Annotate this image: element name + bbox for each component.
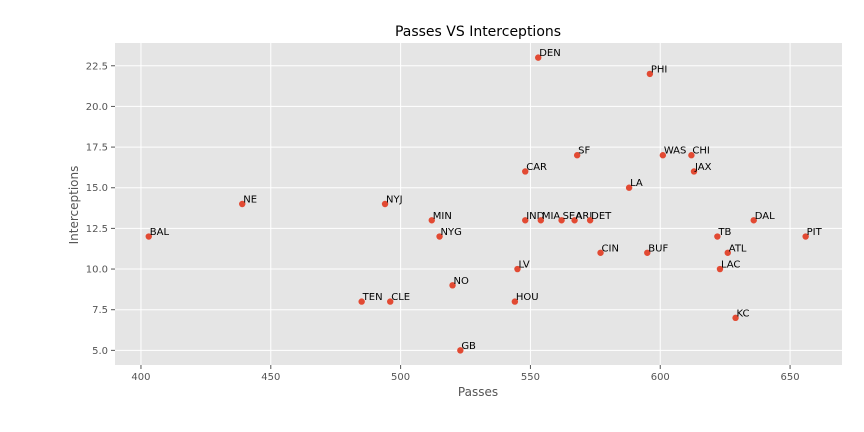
point-label-den: DEN bbox=[539, 48, 561, 59]
point-label-was: WAS bbox=[664, 146, 687, 157]
x-axis-label: Passes bbox=[458, 385, 498, 399]
grid-lines bbox=[115, 43, 842, 365]
point-label-la: LA bbox=[630, 178, 643, 189]
data-point-sf bbox=[573, 152, 581, 159]
data-point-cin bbox=[597, 249, 604, 256]
point-label-car: CAR bbox=[526, 162, 547, 173]
x-tick-label: 450 bbox=[261, 372, 280, 383]
point-label-pit: PIT bbox=[807, 227, 823, 238]
data-point-cle bbox=[387, 298, 394, 305]
point-label-nyg: NYG bbox=[441, 227, 462, 238]
data-point-gb bbox=[457, 347, 464, 354]
point-label-cin: CIN bbox=[602, 243, 619, 254]
point-label-sea: SEA bbox=[563, 211, 583, 222]
y-axis-label: Interceptions bbox=[67, 166, 81, 245]
data-point-ari bbox=[571, 217, 578, 224]
data-point-ind bbox=[522, 217, 529, 224]
point-label-sf: SF bbox=[578, 146, 590, 157]
point-label-ari: ARI bbox=[576, 211, 593, 222]
data-point-pit bbox=[802, 233, 809, 240]
data-point-tb bbox=[714, 233, 721, 240]
point-label-dal: DAL bbox=[755, 211, 775, 222]
y-tick-label: 5.0 bbox=[92, 346, 108, 357]
point-label-ind: IND bbox=[526, 211, 544, 222]
data-point-den bbox=[535, 54, 542, 61]
point-label-phi: PHI bbox=[651, 64, 668, 75]
point-label-nyj: NYJ bbox=[386, 195, 403, 206]
data-point-lv bbox=[514, 265, 521, 273]
data-point-la bbox=[625, 184, 633, 191]
y-axis-ticks: 5.0 7.5 10.0 12.5 15.0 17.5 20.0 22.5 bbox=[86, 61, 115, 357]
x-axis-ticks: 400 450 500 550 600 650 bbox=[131, 365, 800, 383]
y-tick-label: 17.5 bbox=[86, 143, 108, 154]
x-tick-label: 550 bbox=[521, 372, 540, 383]
data-point-nyg bbox=[436, 233, 443, 240]
point-label-ne: NE bbox=[243, 195, 257, 206]
data-point-was bbox=[659, 152, 667, 159]
data-point-nyj bbox=[381, 200, 389, 208]
data-point-kc bbox=[732, 314, 739, 322]
point-label-det: DET bbox=[591, 211, 612, 222]
y-tick-label: 15.0 bbox=[86, 183, 108, 194]
chart-title: Passes VS Interceptions bbox=[395, 24, 561, 40]
y-tick-label: 12.5 bbox=[86, 224, 108, 235]
x-tick-label: 600 bbox=[651, 372, 670, 383]
x-tick-label: 400 bbox=[131, 372, 150, 383]
point-label-gb: GB bbox=[461, 341, 476, 352]
x-tick-label: 500 bbox=[391, 372, 410, 383]
plot-area bbox=[115, 43, 842, 365]
point-label-cle: CLE bbox=[391, 292, 410, 303]
y-tick-label: 20.0 bbox=[86, 102, 108, 113]
y-tick-label: 10.0 bbox=[86, 265, 108, 276]
data-point-sea bbox=[558, 217, 565, 224]
point-label-chi: CHI bbox=[692, 146, 709, 157]
y-tick-label: 22.5 bbox=[86, 61, 108, 72]
y-tick-label: 7.5 bbox=[92, 305, 108, 316]
data-point-buf bbox=[644, 249, 651, 256]
data-point-bal bbox=[145, 233, 152, 240]
data-point-ten bbox=[358, 298, 365, 305]
point-label-buf: BUF bbox=[648, 243, 668, 254]
data-point-dal bbox=[750, 217, 757, 224]
data-point-mia bbox=[537, 217, 545, 224]
data-point-hou bbox=[511, 298, 519, 305]
data-point-no bbox=[449, 282, 456, 289]
point-label-bal: BAL bbox=[150, 227, 170, 238]
point-label-min: MIN bbox=[433, 211, 452, 222]
point-label-kc: KC bbox=[737, 308, 750, 319]
point-label-ten: TEN bbox=[362, 292, 383, 303]
data-point-atl bbox=[724, 249, 731, 256]
data-point-chi bbox=[688, 152, 695, 159]
point-label-lv: LV bbox=[518, 260, 529, 271]
point-label-no: NO bbox=[454, 276, 469, 287]
data-point-det bbox=[586, 217, 594, 224]
data-point-phi bbox=[646, 70, 654, 78]
point-label-lac: LAC bbox=[721, 260, 740, 271]
point-label-hou: HOU bbox=[516, 292, 539, 303]
data-point-ne bbox=[239, 200, 246, 208]
data-point-min bbox=[428, 217, 435, 224]
point-label-tb: TB bbox=[717, 227, 731, 238]
data-point-jax bbox=[690, 168, 698, 175]
data-point-lac bbox=[716, 265, 724, 273]
point-label-atl: ATL bbox=[729, 243, 747, 254]
x-tick-label: 650 bbox=[781, 372, 800, 383]
point-label-jax: JAX bbox=[694, 162, 712, 173]
point-label-mia: MIA bbox=[542, 211, 561, 222]
data-point-car bbox=[522, 168, 529, 175]
